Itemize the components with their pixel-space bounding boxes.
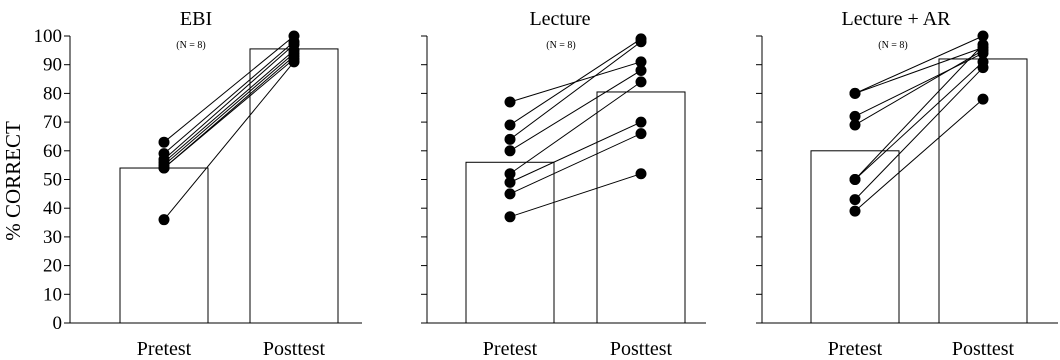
subject-line <box>163 49 295 163</box>
subject-line <box>854 35 984 94</box>
y-tick-label: 100 <box>34 26 63 47</box>
posttest-point <box>635 56 647 68</box>
y-tick-label: 10 <box>43 284 62 305</box>
subject-line <box>854 52 984 117</box>
posttest-point <box>635 76 647 88</box>
panel-2: Lecture (N = 8) Pretest Posttest <box>421 8 706 360</box>
bar-posttest <box>249 48 339 324</box>
x-tick-label: Posttest <box>952 338 1015 360</box>
panel-n-label: (N = 8) <box>176 40 206 51</box>
posttest-point <box>977 39 989 51</box>
y-tick-label: 50 <box>43 170 62 191</box>
posttest-point <box>635 116 647 128</box>
subject-line <box>509 41 642 140</box>
subject-line <box>854 47 984 94</box>
subject-line <box>509 38 642 126</box>
x-tick-label: Pretest <box>828 338 883 360</box>
pretest-point <box>504 119 516 131</box>
subject-line <box>509 70 642 152</box>
pretest-point <box>504 176 516 188</box>
pretest-point <box>158 214 170 226</box>
subject-line <box>163 35 295 143</box>
posttest-point <box>635 64 647 76</box>
y-tick-label: 70 <box>43 112 62 133</box>
pretest-point <box>849 205 861 217</box>
y-axis-label: % CORRECT <box>1 121 25 241</box>
subject-line <box>509 121 642 183</box>
pretest-point <box>504 211 516 223</box>
y-tick-label: 30 <box>43 227 62 248</box>
subject-line <box>163 58 295 169</box>
posttest-point <box>635 128 647 140</box>
pretest-point <box>504 133 516 145</box>
pretest-point <box>504 188 516 200</box>
y-tick-label: 40 <box>43 198 62 219</box>
pretest-point <box>504 145 516 157</box>
subject-line <box>854 49 984 126</box>
subject-line <box>854 98 984 212</box>
y-tick-label: 80 <box>43 83 62 104</box>
posttest-point <box>977 93 989 105</box>
panels: EBI (N = 8) 0 10 20 30 40 50 60 70 80 90 100 Pretest P… <box>34 8 1058 360</box>
posttest-point <box>635 168 647 180</box>
subject-line <box>509 173 642 218</box>
panel-n-label: (N = 8) <box>546 40 576 51</box>
panel-title: EBI <box>180 8 212 30</box>
x-tick-label: Posttest <box>263 338 326 360</box>
subject-line <box>854 61 984 180</box>
y-tick-label: 20 <box>43 256 62 277</box>
subject-line <box>163 52 295 166</box>
pretest-point <box>849 194 861 206</box>
y-tick-label: 90 <box>43 55 62 76</box>
subject-line <box>163 61 295 220</box>
pretest-point <box>504 96 516 108</box>
pretest-point <box>849 87 861 99</box>
posttest-point <box>288 56 300 68</box>
pretest-point <box>849 119 861 131</box>
bar-pretest <box>119 167 209 324</box>
y-tick-label: 60 <box>43 141 62 162</box>
panel-title: Lecture + AR <box>841 8 951 30</box>
y-tick-label: 0 <box>53 313 63 334</box>
subject-line <box>163 41 295 155</box>
posttest-point <box>635 36 647 48</box>
subject-line <box>854 67 984 200</box>
posttest-point <box>977 30 989 42</box>
x-tick-label: Pretest <box>137 338 192 360</box>
panel-title: Lecture <box>529 8 590 30</box>
panel-1: EBI (N = 8) 0 10 20 30 40 50 60 70 80 90 100 Pretest P… <box>34 8 362 360</box>
subject-line <box>854 44 984 180</box>
x-tick-label: Pretest <box>483 338 538 360</box>
pretest-point <box>849 110 861 122</box>
pretest-point <box>504 168 516 180</box>
subject-line <box>509 133 642 195</box>
subject-line <box>163 44 295 160</box>
x-tick-label: Posttest <box>610 338 673 360</box>
panel-n-label: (N = 8) <box>878 40 908 51</box>
pretest-point <box>158 136 170 148</box>
posttest-point <box>977 62 989 74</box>
pretest-point <box>849 174 861 185</box>
panel-3: Lecture + AR (N = 8) Pretest Posttest <box>756 8 1058 360</box>
pretest-point <box>158 162 170 174</box>
subject-line <box>509 81 642 175</box>
